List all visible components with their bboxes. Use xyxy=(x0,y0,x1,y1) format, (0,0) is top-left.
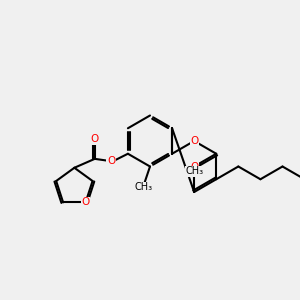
Text: O: O xyxy=(190,161,198,172)
Text: O: O xyxy=(107,156,115,167)
Text: CH₃: CH₃ xyxy=(185,166,203,176)
Text: O: O xyxy=(82,197,90,207)
Text: O: O xyxy=(190,136,198,146)
Text: CH₃: CH₃ xyxy=(135,182,153,192)
Text: O: O xyxy=(91,134,99,145)
